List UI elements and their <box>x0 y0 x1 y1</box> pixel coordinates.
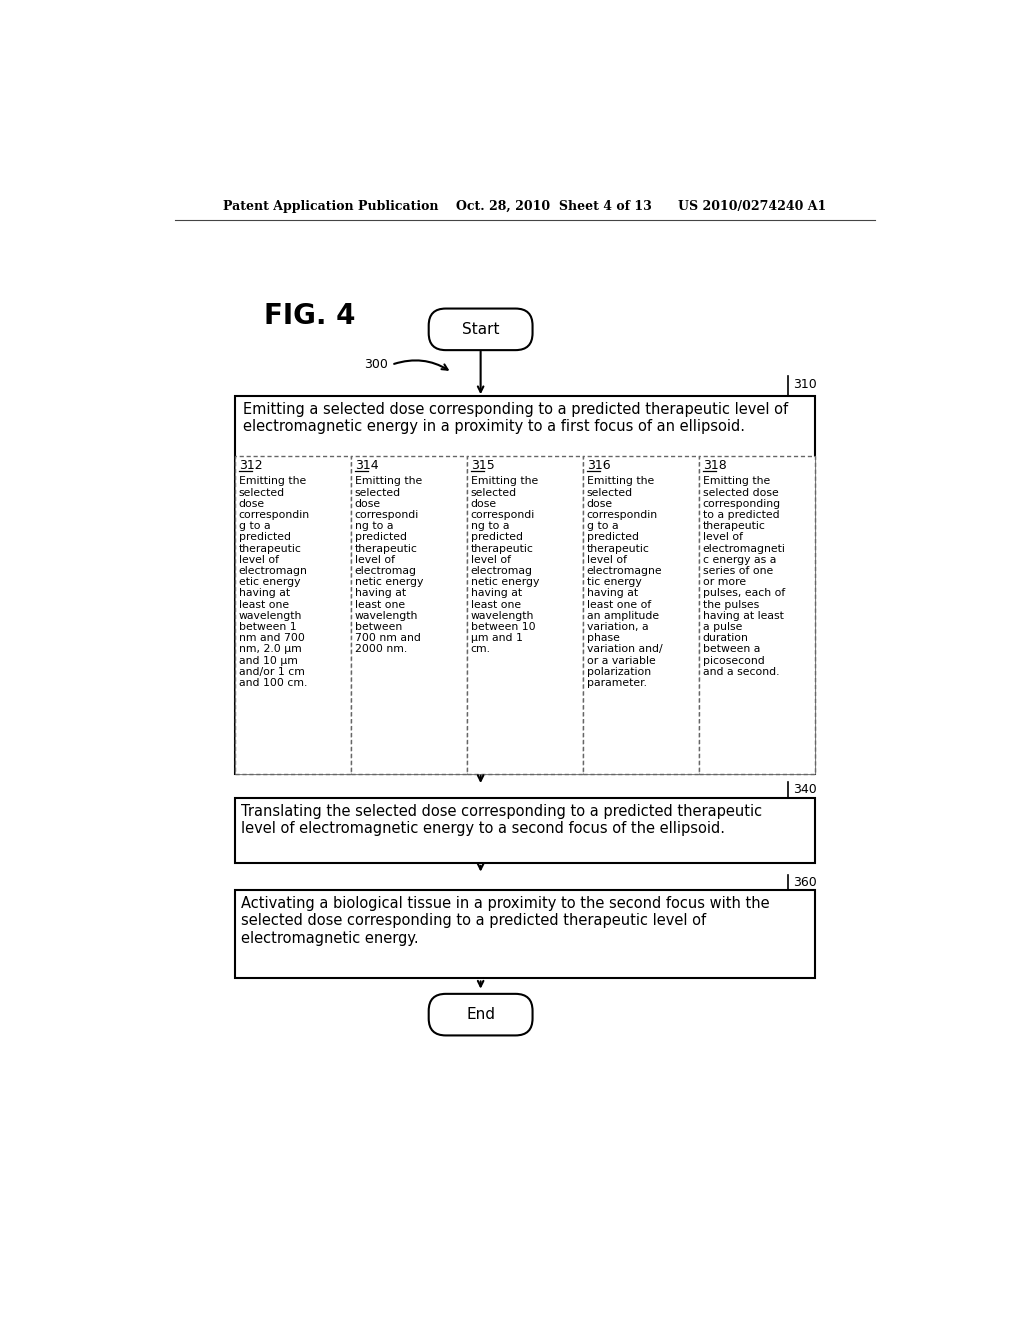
FancyBboxPatch shape <box>429 994 532 1035</box>
Text: Activating a biological tissue in a proximity to the second focus with the
selec: Activating a biological tissue in a prox… <box>241 896 770 946</box>
Text: 318: 318 <box>702 459 726 473</box>
Bar <box>234 396 815 775</box>
Bar <box>698 455 815 775</box>
Text: Emitting the
selected
dose
correspondin
g to a
predicted
therapeutic
level of
el: Emitting the selected dose correspondin … <box>587 477 663 688</box>
Bar <box>234 797 815 863</box>
Text: Emitting the
selected dose
corresponding
to a predicted
therapeutic
level of
ele: Emitting the selected dose corresponding… <box>702 477 785 677</box>
Text: Emitting the
selected
dose
correspondi
ng to a
predicted
therapeutic
level of
el: Emitting the selected dose correspondi n… <box>471 477 539 655</box>
Bar <box>234 890 815 978</box>
Text: 312: 312 <box>239 459 262 473</box>
Text: Start: Start <box>462 322 500 337</box>
Text: Emitting a selected dose corresponding to a predicted therapeutic level of
elect: Emitting a selected dose corresponding t… <box>243 401 787 434</box>
Text: Emitting the
selected
dose
correspondin
g to a
predicted
therapeutic
level of
el: Emitting the selected dose correspondin … <box>239 477 310 688</box>
Bar <box>234 455 351 775</box>
Text: Patent Application Publication    Oct. 28, 2010  Sheet 4 of 13      US 2010/0274: Patent Application Publication Oct. 28, … <box>223 199 826 213</box>
Text: 340: 340 <box>793 783 817 796</box>
Bar <box>351 455 467 775</box>
Bar <box>583 455 698 775</box>
Text: End: End <box>466 1007 496 1022</box>
Text: 316: 316 <box>587 459 610 473</box>
FancyBboxPatch shape <box>429 309 532 350</box>
Text: 360: 360 <box>793 875 817 888</box>
Text: 310: 310 <box>793 378 817 391</box>
Text: Emitting the
selected
dose
correspondi
ng to a
predicted
therapeutic
level of
el: Emitting the selected dose correspondi n… <box>354 477 423 655</box>
Text: Translating the selected dose corresponding to a predicted therapeutic
level of : Translating the selected dose correspond… <box>241 804 762 836</box>
Text: 300: 300 <box>365 358 388 371</box>
Text: 314: 314 <box>354 459 379 473</box>
Text: FIG. 4: FIG. 4 <box>263 302 355 330</box>
Bar <box>467 455 583 775</box>
Text: 315: 315 <box>471 459 495 473</box>
